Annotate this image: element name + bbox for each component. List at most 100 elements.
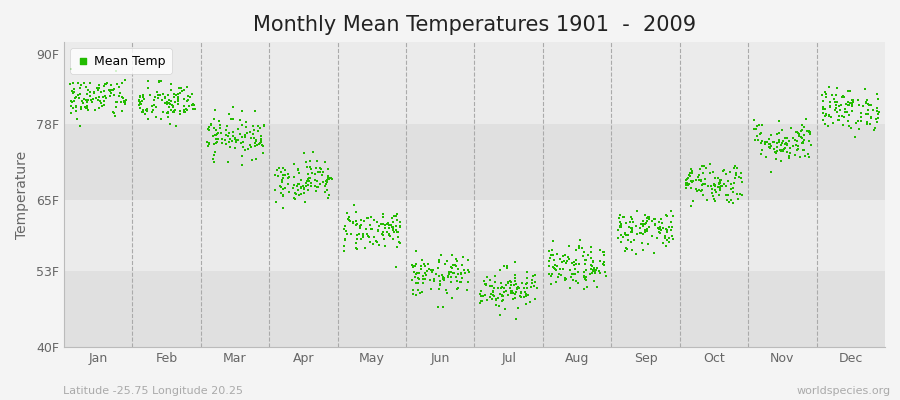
Point <box>498 306 512 312</box>
Point <box>793 154 807 160</box>
Point <box>433 278 447 284</box>
Point <box>97 102 112 108</box>
Point <box>483 276 498 283</box>
Point <box>418 272 433 278</box>
Point <box>626 218 640 225</box>
Point <box>149 104 164 110</box>
Point <box>382 230 397 237</box>
Point <box>845 97 859 104</box>
Bar <box>64 271 885 347</box>
Point <box>378 225 392 231</box>
Point <box>611 235 625 242</box>
Point <box>301 176 315 182</box>
Point <box>228 134 242 141</box>
Point <box>524 284 538 290</box>
Point <box>308 182 322 189</box>
Point <box>448 256 463 262</box>
Point <box>96 94 111 100</box>
Point <box>546 264 561 270</box>
Point <box>870 91 885 97</box>
Point <box>493 312 508 318</box>
Point <box>494 279 508 286</box>
Point <box>495 284 509 291</box>
Point <box>386 225 400 231</box>
Point <box>618 248 633 254</box>
Point <box>352 230 366 237</box>
Point <box>698 181 712 187</box>
Point <box>634 240 649 246</box>
Point <box>572 245 586 252</box>
Point <box>621 237 635 243</box>
Point <box>565 271 580 277</box>
Point <box>493 291 508 297</box>
Point <box>636 223 651 229</box>
Point <box>634 230 648 236</box>
Point <box>205 132 220 139</box>
Point <box>616 234 631 240</box>
Point <box>436 274 451 281</box>
Point <box>782 138 796 144</box>
Point <box>234 108 248 114</box>
Point <box>444 263 458 270</box>
Point <box>620 246 634 252</box>
Point <box>827 96 842 102</box>
Point <box>319 180 333 187</box>
Point <box>782 155 796 161</box>
Title: Monthly Mean Temperatures 1901  -  2009: Monthly Mean Temperatures 1901 - 2009 <box>253 15 696 35</box>
Point <box>556 266 571 272</box>
Point <box>567 262 581 268</box>
Point <box>460 286 474 293</box>
Point <box>770 131 784 138</box>
Point <box>556 257 571 264</box>
Point <box>761 144 776 150</box>
Point <box>229 136 243 143</box>
Point <box>613 224 627 230</box>
Point <box>427 277 441 284</box>
Point <box>721 191 735 198</box>
Point <box>647 216 662 222</box>
Point <box>639 220 653 226</box>
Point <box>430 264 445 271</box>
Point <box>734 170 748 176</box>
Point <box>249 142 264 148</box>
Point <box>414 266 428 272</box>
Point <box>165 81 179 87</box>
Point <box>92 94 106 100</box>
Point <box>246 122 260 129</box>
Point <box>787 134 801 141</box>
Point <box>551 273 565 280</box>
Point <box>132 98 147 104</box>
Point <box>816 110 831 116</box>
Point <box>376 228 391 235</box>
Point <box>796 124 811 130</box>
Point <box>502 278 517 284</box>
Point <box>721 199 735 205</box>
Point <box>526 272 540 279</box>
Point <box>514 288 528 295</box>
Point <box>171 94 185 101</box>
Point <box>585 263 599 269</box>
Point <box>771 138 786 145</box>
Point <box>653 225 668 232</box>
Point <box>442 269 456 275</box>
Point <box>433 281 447 287</box>
Point <box>220 159 235 165</box>
Point <box>779 140 794 147</box>
Point <box>492 267 507 274</box>
Point <box>115 108 130 114</box>
Point <box>684 184 698 191</box>
Point <box>74 106 88 112</box>
Point <box>514 289 528 296</box>
Point <box>151 78 166 85</box>
Point <box>641 240 655 247</box>
Point <box>796 139 811 145</box>
Point <box>173 108 187 114</box>
Point <box>180 107 194 113</box>
Point <box>148 114 163 120</box>
Point <box>181 93 195 99</box>
Point <box>861 102 876 108</box>
Point <box>223 136 238 142</box>
Point <box>119 97 133 103</box>
Point <box>382 232 396 238</box>
Point <box>238 146 252 153</box>
